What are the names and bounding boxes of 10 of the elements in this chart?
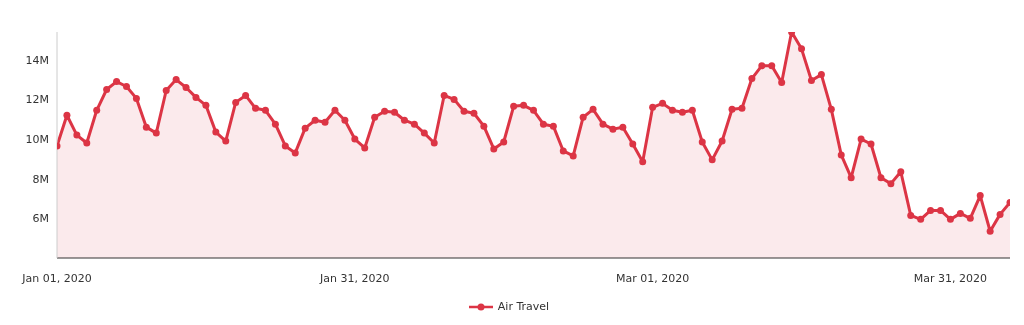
x-tick-label: Jan 01, 2020	[21, 271, 92, 285]
x-tick-label: Jan 31, 2020	[319, 271, 390, 285]
y-tick-label: 10M	[25, 132, 49, 146]
y-tick-label: 8M	[32, 172, 49, 186]
y-tick-label: 14M	[25, 53, 49, 67]
x-tick-label: Mar 01, 2020	[616, 271, 690, 285]
y-tick-label: 6M	[32, 212, 49, 226]
x-tick-label: Mar 31, 2020	[913, 271, 988, 285]
y-tick-label: 12M	[25, 93, 49, 107]
legend-label: Air Travel	[496, 300, 550, 313]
